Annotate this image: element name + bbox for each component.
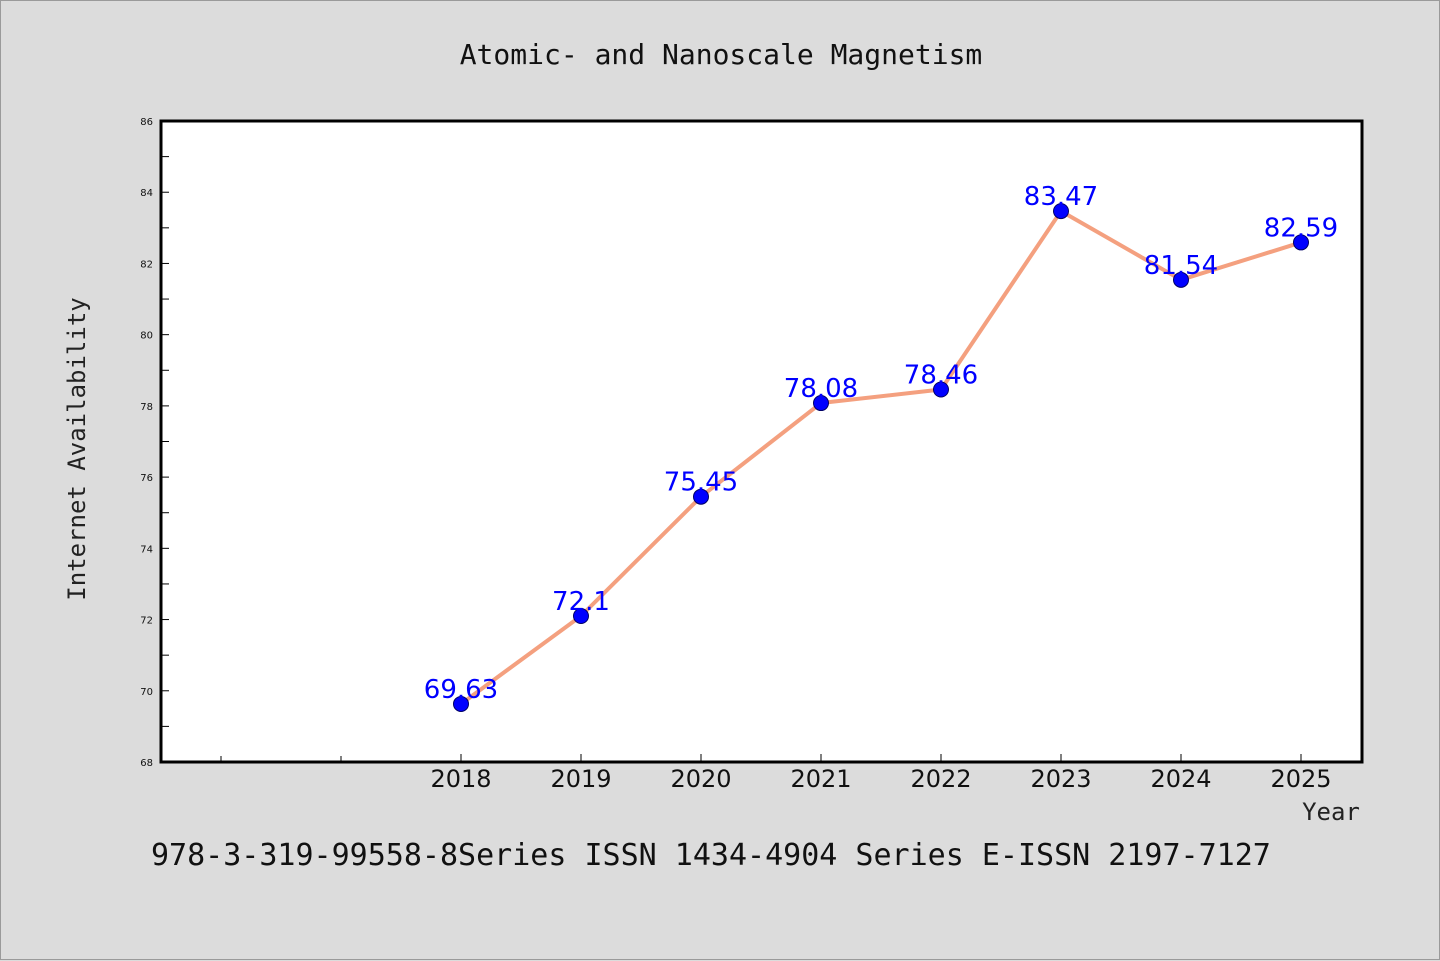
- data-point: [573, 607, 589, 624]
- footer-text: 978-3-319-99558-8Series ISSN 1434-4904 S…: [151, 838, 1271, 873]
- x-tick-label: 2025: [1270, 765, 1331, 793]
- series-line: [459, 209, 1302, 706]
- data-label: 78.46: [904, 361, 978, 391]
- data-point: [453, 695, 469, 712]
- x-tick-label: 2018: [430, 765, 491, 793]
- x-tick-label: 2022: [910, 765, 971, 793]
- data-label: 83.47: [1024, 182, 1098, 212]
- y-tick-label: 76: [140, 473, 153, 484]
- data-label: 81.54: [1144, 251, 1218, 281]
- data-point: [693, 488, 709, 505]
- x-tick-label: 2020: [670, 765, 731, 793]
- data-label: 75.45: [664, 468, 738, 498]
- data-label: 72.1: [552, 587, 610, 617]
- y-tick-label: 74: [140, 544, 153, 555]
- data-labels: 69.63 72.1 75.45 78.08 78.46 83.47 81.54 82.59: [424, 182, 1338, 705]
- data-point: [813, 395, 829, 412]
- data-label: 78.08: [784, 374, 858, 404]
- x-tick-label: 2024: [1150, 765, 1211, 793]
- chart-title: Atomic- and Nanoscale Magnetism: [460, 38, 983, 71]
- x-axis-label: Year: [1302, 798, 1360, 826]
- data-point: [1053, 203, 1069, 220]
- y-tick-label: 72: [140, 616, 153, 627]
- x-tick-label: 2019: [550, 765, 611, 793]
- y-tick-label: 82: [140, 259, 153, 270]
- plot-area: [159, 119, 1364, 764]
- data-point: [1173, 271, 1189, 288]
- y-axis-label: Internet Availability: [63, 297, 91, 600]
- data-label: 82.59: [1264, 213, 1338, 243]
- y-tick-label: 84: [140, 188, 153, 199]
- data-label: 69.63: [424, 675, 498, 705]
- y-tick-label: 78: [140, 402, 153, 413]
- data-point: [1293, 234, 1309, 251]
- y-tick-label: 68: [140, 758, 153, 769]
- y-axis: 68 70 72 74 76 78 80 82 84 86: [140, 117, 169, 769]
- y-tick-label: 80: [140, 331, 153, 342]
- data-point: [933, 381, 949, 398]
- y-tick-label: 70: [140, 687, 153, 698]
- x-axis: 2018 2019 2020 2021 2022 2023 2024 2025: [220, 754, 1332, 793]
- data-points: [453, 203, 1309, 712]
- x-tick-label: 2021: [790, 765, 851, 793]
- y-tick-label: 86: [140, 117, 153, 128]
- x-tick-label: 2023: [1030, 765, 1091, 793]
